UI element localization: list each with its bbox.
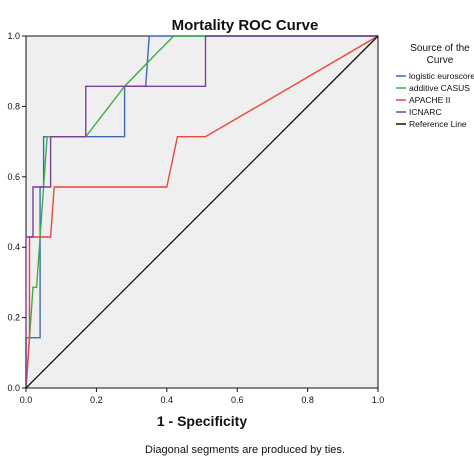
series-line-additive-casus (25, 35, 378, 389)
legend-title-line: Curve (427, 55, 454, 66)
series-layer (25, 35, 379, 389)
legend-label: APACHE II (409, 95, 450, 105)
footnote: Diagonal segments are produced by ties. (145, 444, 345, 456)
series-line-reference-line (25, 35, 379, 389)
x-tick-label: 0.4 (161, 395, 174, 405)
legend-label: logistic euroscore (409, 71, 474, 81)
y-tick-label: 0.6 (7, 172, 20, 182)
x-tick-label: 0.0 (20, 395, 33, 405)
series-line-icnarc (25, 35, 378, 388)
legend-label: Reference Line (409, 119, 467, 129)
x-tick-label: 0.8 (301, 395, 314, 405)
y-tick-label: 0.8 (7, 101, 20, 111)
series-line-logistic-euroscore (25, 35, 378, 388)
legend-label: additive CASUS (409, 83, 470, 93)
legend-title-line: Source of the (410, 43, 470, 54)
x-tick-label: 0.2 (90, 395, 103, 405)
y-tick-label: 0.4 (7, 242, 20, 252)
axis-layer: 0.0 0.2 0.4 0.6 0.8 1.0 0.0 0.2 0.4 0.6 0.8 1.0 (7, 31, 384, 405)
y-tick-label: 1.0 (7, 31, 20, 41)
y-tick-label: 0.0 (7, 383, 20, 393)
y-tick-label: 0.2 (7, 313, 20, 323)
x-tick-label: 0.6 (231, 395, 244, 405)
x-axis-title: 1 - Specificity (157, 413, 247, 429)
legend-label: ICNARC (409, 107, 442, 117)
series-line-apache-ii (25, 35, 379, 389)
chart-title: Mortality ROC Curve (172, 17, 319, 34)
x-tick-label: 1.0 (372, 395, 385, 405)
